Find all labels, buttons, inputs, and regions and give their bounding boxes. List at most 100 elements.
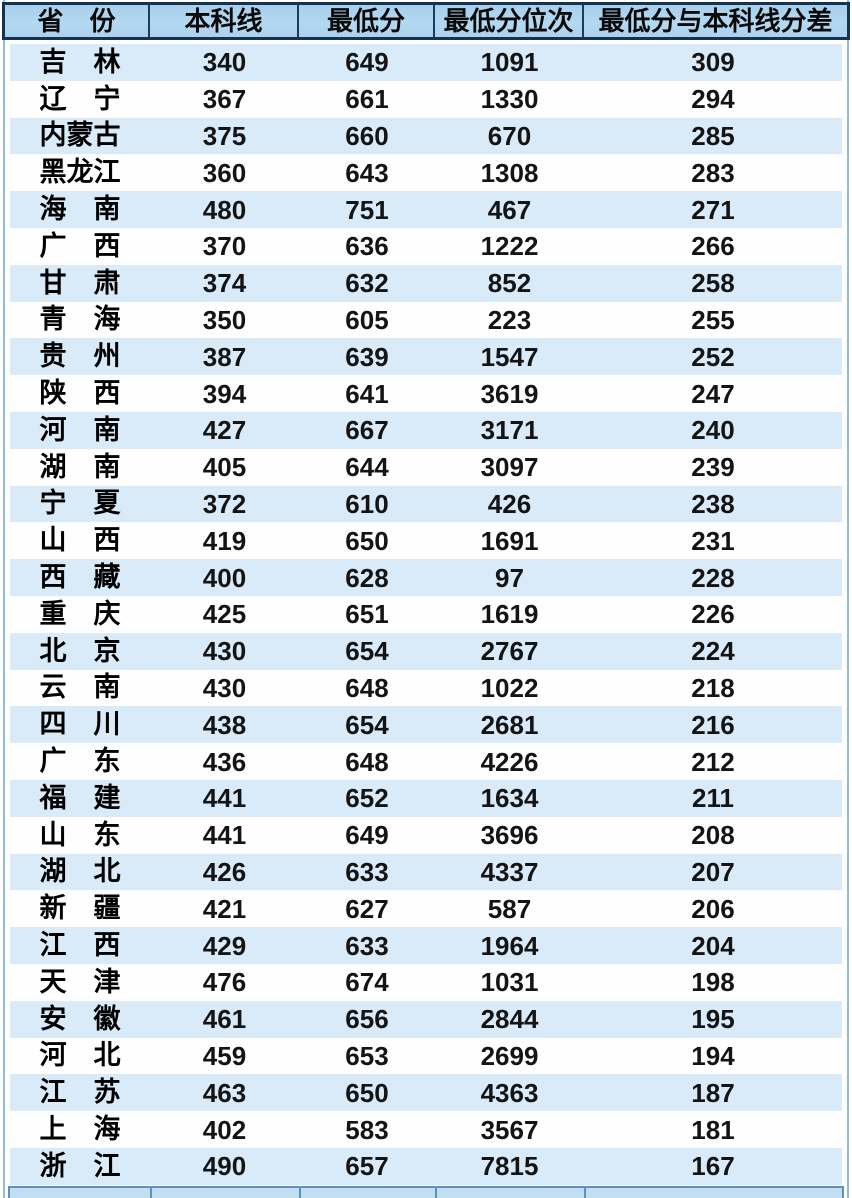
partial-cell: [10, 1188, 152, 1198]
cell-score-diff: 204: [691, 930, 735, 961]
header-min-score-rank: 最低分位次: [435, 5, 584, 37]
table-header-row: 省 份 本科线 最低分 最低分位次 最低分与本科线分差: [2, 2, 850, 40]
cell-benke-line: 430: [202, 636, 247, 667]
cell-province: 福 建: [39, 782, 121, 813]
cell-score-diff: 283: [691, 157, 735, 188]
cell-province: 山 东: [39, 819, 121, 850]
cell-benke-line: 374: [202, 268, 247, 299]
cell-min-score: 651: [345, 599, 389, 630]
table-row: 黑龙江 360 643 1308 283: [10, 154, 842, 192]
cell-min-score: 641: [345, 378, 389, 409]
cell-min-score-rank: 3097: [480, 452, 539, 483]
cell-score-diff: 224: [691, 636, 735, 667]
cell-benke-line: 400: [202, 562, 247, 593]
cell-min-score-rank: 587: [487, 893, 532, 924]
table-row: 西 藏 400 628 97 228: [10, 559, 842, 596]
cell-score-diff: 247: [691, 378, 735, 409]
cell-min-score: 605: [345, 304, 389, 335]
cell-min-score: 751: [345, 194, 389, 225]
cell-benke-line: 438: [202, 709, 247, 740]
cell-benke-line: 350: [202, 304, 247, 335]
cell-score-diff: 187: [691, 1077, 735, 1108]
cell-min-score-rank: 7815: [480, 1151, 539, 1182]
table-row: 重 庆 425 651 1619 226: [10, 595, 842, 633]
cell-province: 河 南: [39, 414, 121, 445]
cell-score-diff: 207: [691, 856, 735, 887]
cell-min-score-rank: 2767: [480, 636, 539, 667]
cell-benke-line: 419: [202, 525, 247, 556]
cell-score-diff: 167: [691, 1151, 735, 1182]
table-row: 辽 宁 367 661 1330 294: [10, 80, 842, 118]
cell-score-diff: 238: [691, 488, 735, 519]
table-row: 浙 江 490 657 7815 167: [10, 1147, 842, 1185]
cell-min-score: 649: [345, 47, 389, 78]
partial-cell: [152, 1188, 301, 1198]
cell-min-score-rank: 3619: [480, 378, 539, 409]
header-min-score: 最低分: [299, 5, 435, 37]
cell-min-score: 628: [345, 562, 389, 593]
partial-cell: [301, 1188, 437, 1198]
cell-score-diff: 239: [691, 452, 735, 483]
cell-benke-line: 426: [202, 856, 247, 887]
table-row: 吉 林 340 649 1091 309: [10, 44, 842, 81]
cell-province: 新 疆: [39, 893, 121, 924]
cell-min-score: 649: [345, 820, 389, 851]
cell-min-score: 627: [345, 893, 389, 924]
cell-province: 四 川: [39, 709, 121, 740]
cell-province: 天 津: [39, 966, 121, 997]
cell-min-score: 643: [345, 157, 389, 188]
cell-min-score: 650: [345, 525, 389, 556]
cell-min-score-rank: 1308: [480, 157, 539, 188]
cell-score-diff: 194: [691, 1040, 735, 1071]
cell-min-score: 657: [345, 1151, 389, 1182]
cell-benke-line: 387: [202, 341, 247, 372]
cell-min-score: 648: [345, 746, 389, 777]
cell-province: 宁 夏: [39, 488, 121, 519]
cell-province: 江 西: [39, 930, 121, 961]
table-row: 海 南 480 751 467 271: [10, 191, 842, 228]
cell-province: 辽 宁: [39, 83, 121, 114]
table-row: 江 苏 463 650 4363 187: [10, 1074, 842, 1112]
cell-province: 北 京: [39, 635, 121, 666]
table-row: 青 海 350 605 223 255: [10, 301, 842, 339]
cell-min-score-rank: 2699: [480, 1040, 539, 1071]
cell-benke-line: 441: [202, 820, 247, 851]
cell-score-diff: 198: [691, 967, 735, 998]
cell-province: 山 西: [39, 525, 121, 556]
cell-benke-line: 340: [202, 47, 247, 78]
cell-benke-line: 427: [202, 415, 247, 446]
table-row: 山 西 419 650 1691 231: [10, 522, 842, 560]
next-section-partial-row: [8, 1186, 844, 1198]
cell-score-diff: 206: [691, 893, 735, 924]
cell-province: 重 庆: [39, 598, 121, 629]
cell-province: 黑龙江: [39, 157, 121, 188]
table-row: 新 疆 421 627 587 206: [10, 890, 842, 928]
cell-benke-line: 367: [202, 84, 247, 115]
cell-min-score-rank: 1691: [480, 525, 539, 556]
cell-province: 浙 江: [39, 1150, 121, 1181]
cell-province: 河 北: [39, 1040, 121, 1071]
header-benke-line: 本科线: [150, 5, 299, 37]
cell-min-score: 653: [345, 1040, 389, 1071]
table-row: 河 北 459 653 2699 194: [10, 1037, 842, 1075]
table-right-border-line: [847, 0, 849, 1198]
cell-min-score-rank: 1634: [480, 783, 539, 814]
cell-benke-line: 490: [202, 1151, 247, 1182]
cell-benke-line: 459: [202, 1040, 247, 1071]
cell-province: 吉 林: [39, 46, 121, 77]
cell-min-score-rank: 467: [487, 194, 532, 225]
cell-min-score: 656: [345, 1004, 389, 1035]
cell-min-score-rank: 1022: [480, 672, 539, 703]
cell-min-score-rank: 1330: [480, 84, 539, 115]
table-row: 福 建 441 652 1634 211: [10, 779, 842, 817]
cell-min-score-rank: 2681: [480, 709, 539, 740]
cell-min-score: 636: [345, 231, 389, 262]
cell-score-diff: 228: [691, 562, 735, 593]
cell-score-diff: 211: [692, 783, 734, 814]
cell-min-score-rank: 1222: [480, 231, 539, 262]
table-row: 甘 肃 374 632 852 258: [10, 264, 842, 302]
cell-province: 广 东: [39, 746, 121, 777]
table-row: 内蒙古 375 660 670 285: [10, 117, 842, 155]
table-left-border-line: [3, 0, 5, 1198]
cell-score-diff: 271: [691, 194, 735, 225]
